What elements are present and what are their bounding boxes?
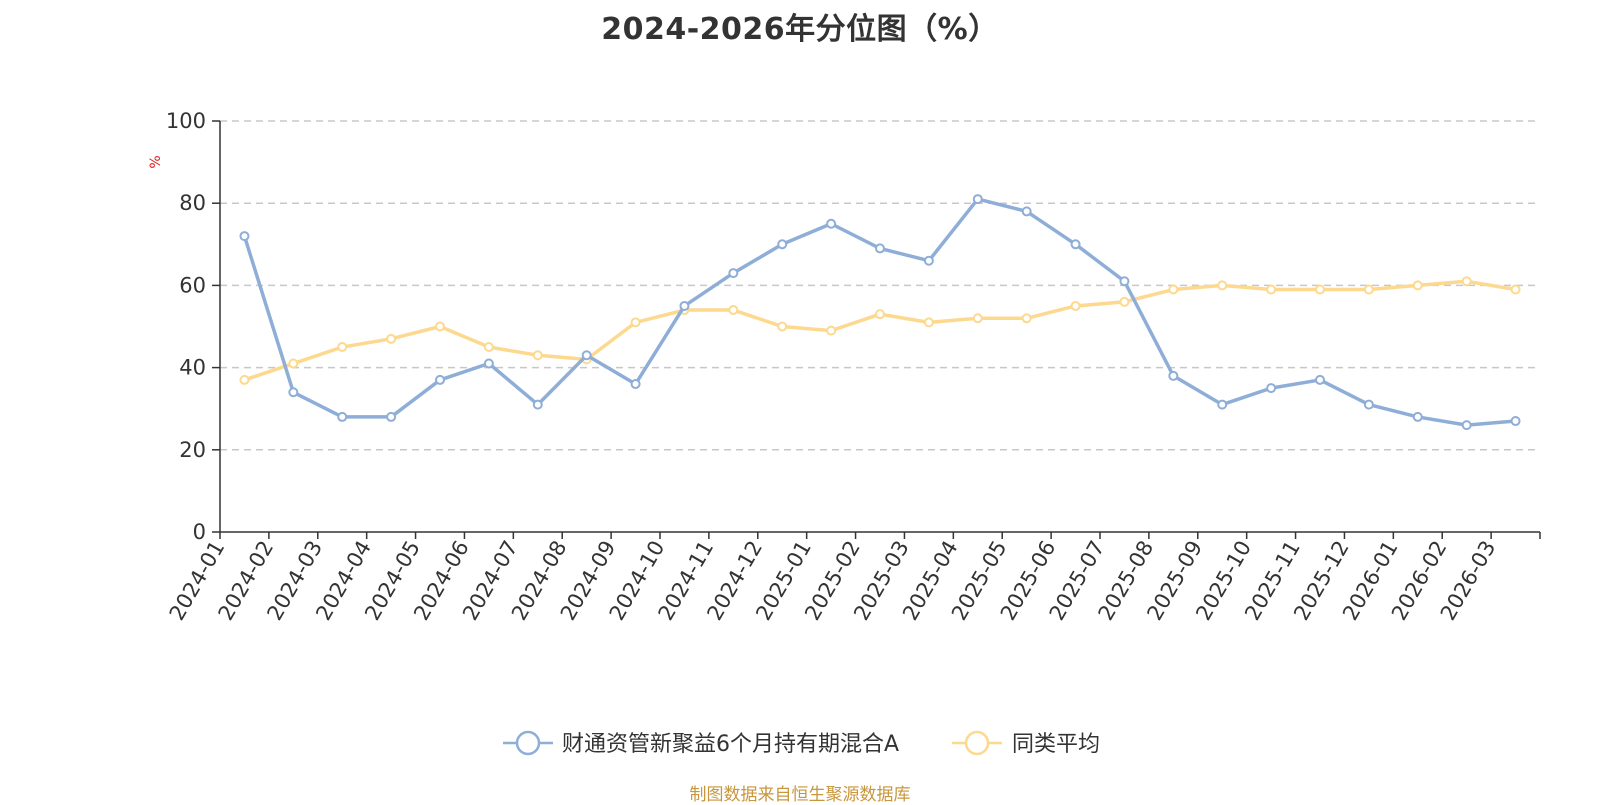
data-point[interactable] (1315, 374, 1325, 385)
data-point[interactable] (728, 305, 739, 316)
series-1 (239, 276, 1521, 385)
data-point[interactable] (1510, 284, 1521, 295)
data-point[interactable] (1461, 420, 1472, 431)
data-point[interactable] (923, 317, 934, 328)
data-point[interactable] (875, 243, 885, 254)
data-point[interactable] (1070, 239, 1081, 250)
data-point[interactable] (483, 342, 494, 353)
y-tick-label: 100 (166, 109, 206, 133)
data-point[interactable] (483, 358, 494, 369)
data-point[interactable] (1412, 411, 1423, 422)
data-point[interactable] (826, 325, 837, 336)
data-point[interactable] (972, 194, 983, 205)
data-point[interactable] (581, 350, 592, 361)
data-point[interactable] (288, 358, 299, 369)
data-point[interactable] (1510, 416, 1521, 427)
grid-layer (220, 120, 1540, 451)
y-tick-label: 0 (193, 520, 206, 544)
data-point[interactable] (630, 379, 641, 390)
data-point[interactable] (679, 300, 690, 311)
data-point[interactable] (386, 411, 397, 422)
data-point[interactable] (1021, 313, 1032, 324)
y-tick-label: 60 (179, 273, 206, 297)
data-point[interactable] (1217, 399, 1228, 410)
data-point[interactable] (239, 374, 250, 385)
data-point[interactable] (1315, 284, 1325, 295)
data-point[interactable] (1070, 300, 1081, 311)
y-axis-unit-label: % (148, 155, 164, 168)
data-point[interactable] (1266, 383, 1277, 394)
series-0 (239, 194, 1521, 431)
data-point[interactable] (1217, 280, 1228, 291)
data-point[interactable] (239, 231, 250, 242)
series-line-1 (242, 279, 1518, 382)
chart-title: 2024-2026年分位图（%） (601, 12, 999, 47)
data-point[interactable] (1168, 370, 1179, 381)
data-point[interactable] (1021, 206, 1032, 217)
axis-layer: 0204060801002024-012024-022024-032024-04… (165, 109, 1541, 624)
data-point[interactable] (532, 399, 543, 410)
data-point[interactable] (1168, 284, 1179, 295)
legend-item-1[interactable]: 同类平均 (952, 730, 1100, 757)
data-point[interactable] (1119, 276, 1130, 287)
data-point[interactable] (337, 411, 348, 422)
data-point[interactable] (435, 374, 445, 385)
legend-item-0[interactable]: 财通资管新聚益6个月持有期混合A (503, 730, 899, 757)
data-point[interactable] (1266, 284, 1277, 295)
data-point[interactable] (826, 218, 837, 229)
data-point[interactable] (728, 268, 739, 279)
legend-marker-swatch (964, 730, 990, 756)
y-tick-label: 40 (179, 356, 206, 380)
series-layer (239, 194, 1521, 431)
data-point[interactable] (777, 321, 788, 332)
data-point[interactable] (972, 313, 983, 324)
data-point[interactable] (288, 387, 299, 398)
data-point[interactable] (386, 333, 397, 344)
legend-label: 财通资管新聚益6个月持有期混合A (562, 732, 899, 757)
data-point[interactable] (630, 317, 641, 328)
legend[interactable]: 财通资管新聚益6个月持有期混合A 同类平均 (503, 730, 1100, 757)
legend-marker-swatch (515, 730, 541, 756)
data-point[interactable] (1363, 284, 1374, 295)
source-note: 制图数据来自恒生聚源数据库 (689, 785, 911, 805)
data-point[interactable] (1461, 276, 1472, 287)
data-point[interactable] (1119, 296, 1130, 307)
data-point[interactable] (923, 255, 934, 266)
data-point[interactable] (1363, 399, 1374, 410)
y-tick-label: 80 (179, 191, 206, 215)
data-point[interactable] (875, 309, 885, 320)
data-point[interactable] (532, 350, 543, 361)
legend-label: 同类平均 (1012, 732, 1100, 757)
data-point[interactable] (435, 321, 445, 332)
y-tick-label: 20 (179, 438, 206, 462)
data-point[interactable] (1412, 280, 1423, 291)
data-point[interactable] (777, 239, 788, 250)
data-point[interactable] (337, 342, 348, 353)
